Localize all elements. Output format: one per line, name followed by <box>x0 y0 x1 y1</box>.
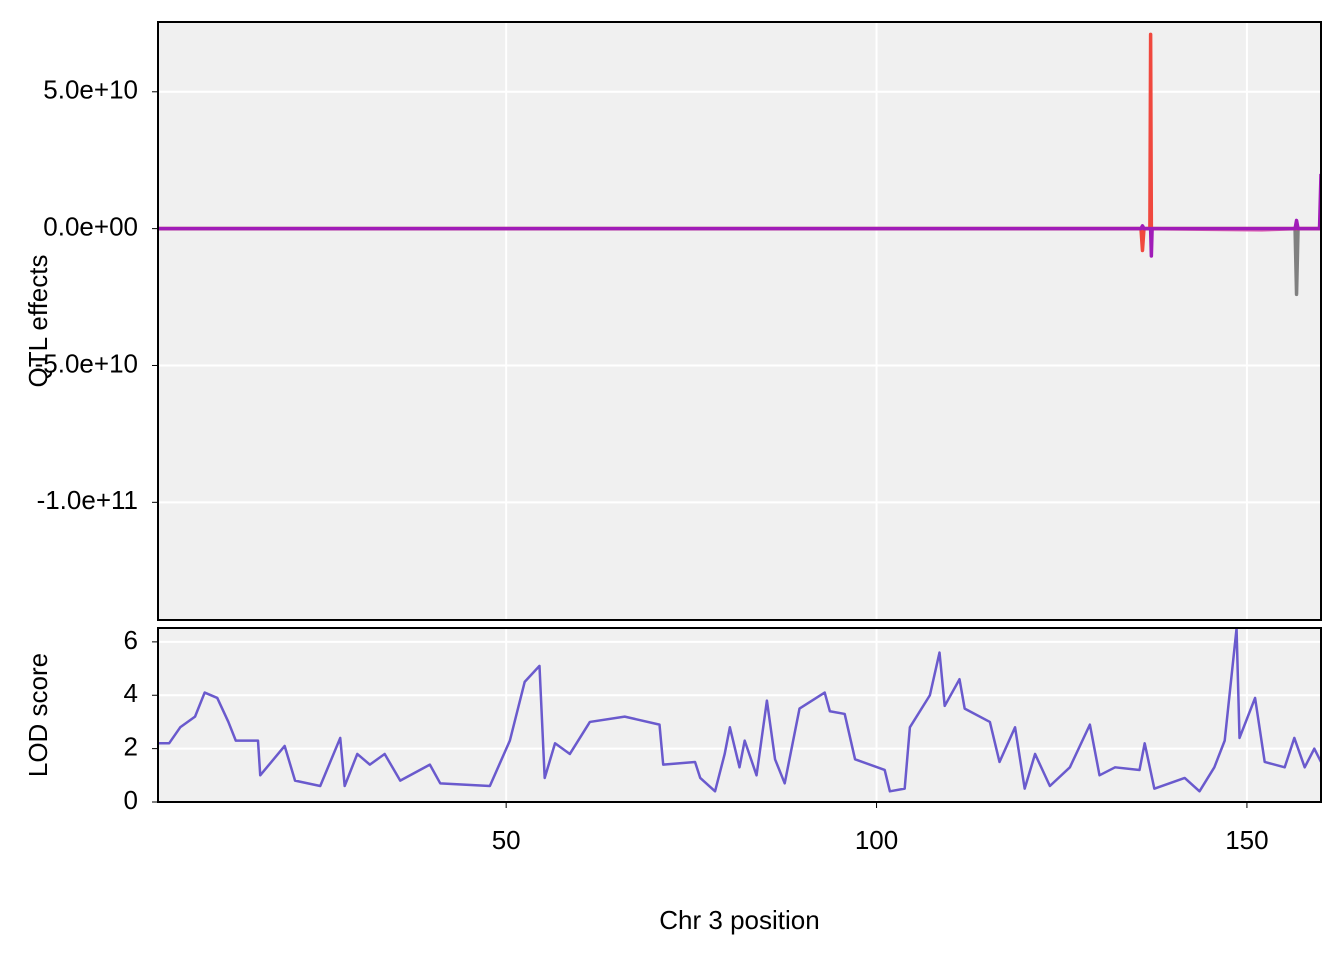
y-axis-label: QTL effects <box>23 255 53 388</box>
y-tick-label: 4 <box>124 678 138 708</box>
plot-border <box>157 627 1322 803</box>
data-line <box>158 628 1321 793</box>
y-tick-label: 6 <box>124 625 138 655</box>
y-tick-label: 5.0e+10 <box>43 75 138 105</box>
plot-background <box>158 22 1321 620</box>
x-tick-label: 100 <box>855 825 898 855</box>
plot-area <box>158 32 1321 297</box>
y-tick-label: -5.0e+10 <box>35 348 138 378</box>
y-tick-label: 0.0e+00 <box>43 212 138 242</box>
y-tick-label: 2 <box>124 732 138 762</box>
data-line <box>158 173 1321 258</box>
plot-border <box>157 21 1322 621</box>
y-axis-label: LOD score <box>23 653 53 777</box>
plot-background <box>158 628 1321 802</box>
y-tick-label: 0 <box>124 785 138 815</box>
plot-area <box>158 628 1321 793</box>
x-tick-label: 150 <box>1225 825 1268 855</box>
x-axis-label: Chr 3 position <box>659 905 819 935</box>
x-tick-label: 50 <box>492 825 521 855</box>
y-tick-label: -1.0e+11 <box>37 485 138 515</box>
